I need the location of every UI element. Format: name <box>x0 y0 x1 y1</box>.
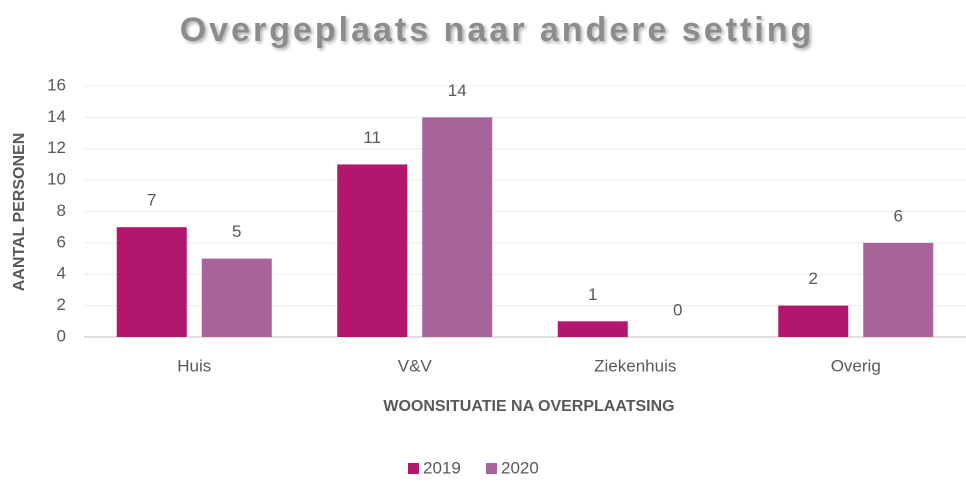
y-tick-label: 0 <box>57 326 66 345</box>
x-tick-label: Huis <box>177 356 211 375</box>
data-label: 1 <box>588 285 597 304</box>
legend-swatch <box>486 463 497 474</box>
y-axis-label: AANTAL PERSONEN <box>11 133 28 292</box>
bar <box>116 227 187 337</box>
legend-swatch <box>408 463 419 474</box>
y-tick-label: 4 <box>57 264 66 283</box>
legend-label: 2020 <box>501 458 539 477</box>
x-tick-label: Overig <box>831 356 881 375</box>
y-tick-label: 16 <box>47 75 66 94</box>
data-label: 5 <box>232 222 241 241</box>
bar <box>337 164 408 337</box>
legend-label: 2019 <box>423 458 461 477</box>
x-tick-label: Ziekenhuis <box>594 356 676 375</box>
y-tick-label: 10 <box>47 170 66 189</box>
chart-title: Overgeplaats naar andere setting <box>180 11 815 49</box>
x-axis-label: WOONSITUATIE NA OVERPLAATSING <box>383 398 674 415</box>
data-label: 11 <box>363 128 381 147</box>
x-tick-label: V&V <box>398 356 433 375</box>
y-tick-label: 14 <box>47 107 66 126</box>
data-label: 2 <box>809 269 818 288</box>
data-label: 6 <box>894 206 903 225</box>
y-tick-label: 6 <box>57 232 66 251</box>
y-tick-label: 8 <box>57 201 66 220</box>
y-tick-label: 2 <box>57 295 66 314</box>
bar <box>863 242 934 337</box>
data-label: 14 <box>448 81 467 100</box>
bar <box>778 305 849 337</box>
data-label: 0 <box>673 300 682 319</box>
bar <box>557 321 628 337</box>
y-tick-label: 12 <box>47 138 66 157</box>
data-label: 7 <box>147 191 156 210</box>
bar <box>422 117 493 337</box>
bar <box>201 258 272 337</box>
